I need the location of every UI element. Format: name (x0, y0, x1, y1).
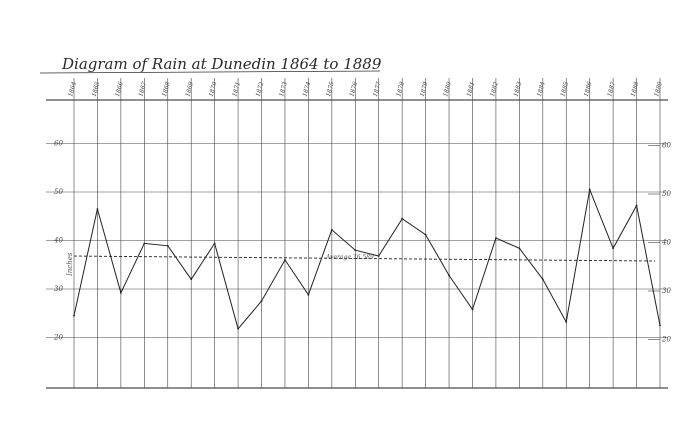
year-label: 1882 (489, 81, 500, 98)
y-tick-label-left: 40 (53, 237, 63, 245)
rain-data-point (96, 208, 99, 210)
year-label: 1888 (630, 81, 641, 98)
year-label: 1879 (419, 81, 430, 98)
y-tick-label-left: 20 (53, 334, 63, 342)
rain-data-point (213, 242, 216, 245)
year-label: 1870 (208, 81, 219, 98)
chart-title: Diagram of Rain at Dunedin 1864 to 1889 (61, 55, 382, 73)
rain-data-point (424, 233, 427, 236)
year-label: 1874 (302, 81, 313, 98)
year-label: 1885 (559, 81, 570, 98)
rain-data-point (166, 244, 169, 247)
year-label: 1864 (67, 81, 78, 98)
year-label: 1878 (395, 81, 406, 98)
rain-data-point (541, 278, 544, 281)
rain-series-line (73, 187, 661, 330)
rain-data-point (237, 327, 239, 330)
rain-data-point (354, 249, 357, 252)
year-label: 1872 (255, 81, 266, 98)
year-label: 1877 (372, 81, 383, 98)
y-tick-label-left: 50 (54, 188, 63, 196)
rain-data-point (73, 314, 75, 317)
rain-data-point (588, 188, 591, 191)
year-label: 1876 (348, 81, 359, 98)
rain-data-point (659, 324, 661, 327)
y-tick-label-left: 30 (54, 285, 63, 293)
y-tick-label-right: 50 (662, 190, 671, 198)
year-label: 1889 (653, 81, 664, 98)
year-label: 1868 (161, 81, 172, 98)
y-tick-label-right: 60 (662, 142, 671, 150)
year-label: 1871 (231, 81, 242, 98)
rain-data-point (612, 247, 615, 250)
y-tick-label-left: 60 (54, 140, 63, 148)
y-tick-label-right: 40 (661, 239, 671, 247)
year-label: 1873 (278, 81, 289, 98)
rain-data-point (565, 321, 568, 323)
y-tick-label-right: 30 (662, 287, 671, 295)
rain-data-point (518, 247, 521, 250)
rain-data-point (495, 237, 497, 239)
year-label: 1875 (325, 81, 336, 98)
rain-data-point (143, 242, 146, 245)
year-label: 1867 (137, 81, 148, 98)
rain-data-point (401, 217, 404, 220)
rain-data-point (190, 278, 193, 281)
rain-data-point (448, 274, 450, 277)
year-label: 1869 (184, 81, 195, 98)
year-label: 1886 (583, 81, 594, 98)
rain-data-point (307, 293, 310, 296)
rain-data-point (377, 255, 380, 257)
rain-data-point (119, 291, 122, 294)
average-label: Average 36.589 (325, 254, 374, 261)
year-label: 1880 (442, 81, 453, 98)
rain-data-point (635, 204, 638, 207)
rain-data-point (260, 300, 263, 303)
year-label: 1883 (513, 81, 524, 98)
y-axis-label: Inches (66, 252, 74, 277)
title-underline (39, 70, 381, 74)
year-label: 1884 (536, 81, 547, 98)
year-label: 1881 (466, 81, 477, 98)
year-label: 1866 (114, 81, 125, 98)
rain-data-point (330, 228, 333, 231)
rain-data-point (284, 259, 286, 261)
rain-data-point (471, 308, 474, 311)
y-tick-label-right: 20 (661, 336, 671, 344)
year-label: 1865 (91, 81, 102, 98)
average-line (73, 255, 656, 262)
year-label: 1887 (606, 81, 617, 98)
